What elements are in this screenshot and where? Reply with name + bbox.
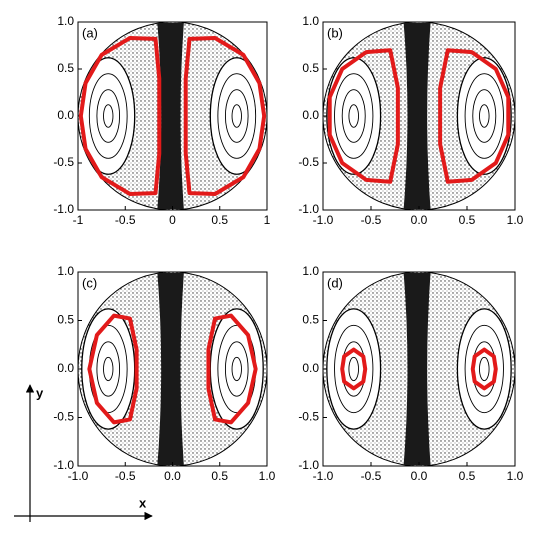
y-tick-label: 0.0 xyxy=(302,361,319,375)
y-tick-label: 1.0 xyxy=(302,264,319,278)
orbit-curve xyxy=(206,313,258,425)
label-bg xyxy=(80,275,100,291)
y-tick-label: -1.0 xyxy=(298,202,319,216)
y-tick-label: -0.5 xyxy=(298,410,319,424)
x-tick-label: 0 xyxy=(169,213,176,227)
x-tick-label: 1.0 xyxy=(259,469,276,483)
x-indicator-label: x xyxy=(139,495,147,510)
y-indicator-label: y xyxy=(36,385,44,400)
torus xyxy=(334,73,374,159)
panel-label: (a) xyxy=(82,25,98,40)
torus xyxy=(348,104,359,128)
torus xyxy=(464,324,504,414)
axis-indicator: y x xyxy=(14,384,153,522)
orbit-curve xyxy=(340,347,368,391)
x-tick-label: 1.0 xyxy=(507,469,524,483)
x-tick-label: -1 xyxy=(73,213,84,227)
chaotic-band xyxy=(157,273,184,465)
x-tick-label: -0.5 xyxy=(115,469,136,483)
x-tick-label: 1 xyxy=(264,213,271,227)
y-tick-label: -0.5 xyxy=(53,155,74,169)
torus xyxy=(464,73,504,159)
y-tick-label: -1.0 xyxy=(298,458,319,472)
x-tick-label: -1.0 xyxy=(313,213,334,227)
chaotic-band xyxy=(403,273,431,465)
panel: -1.0 -0.5 0.0 0.5 1.0 -1.0 -0.5 0.0 0.5 1.0 (b) xyxy=(298,14,523,227)
x-tick-label: -1.0 xyxy=(68,469,89,483)
y-tick-label: 0.5 xyxy=(302,313,319,327)
chaotic-band xyxy=(157,23,184,209)
y-tick-label: -1.0 xyxy=(53,202,74,216)
y-tick-label: 0.5 xyxy=(57,313,74,327)
orbit-curve xyxy=(183,35,267,197)
panel-label: (d) xyxy=(327,275,343,290)
x-tick-label: 0.5 xyxy=(211,469,228,483)
y-tick-label: 1.0 xyxy=(302,14,319,28)
torus xyxy=(348,356,359,382)
orbit-curve xyxy=(470,347,498,391)
torus xyxy=(224,341,249,397)
torus xyxy=(472,89,497,143)
torus xyxy=(334,324,374,414)
x-tick-label: -0.5 xyxy=(361,469,382,483)
x-tick-label: -1.0 xyxy=(313,469,334,483)
orbit-curve xyxy=(87,313,139,425)
x-tick-label: 1.0 xyxy=(507,213,524,227)
torus xyxy=(103,356,114,382)
torus xyxy=(341,89,366,143)
x-tick-label: 0.5 xyxy=(459,469,476,483)
torus xyxy=(224,89,249,143)
y-tick-label: 1.0 xyxy=(57,14,74,28)
x-tick-label: -0.5 xyxy=(115,213,136,227)
x-tick-label: 0.5 xyxy=(459,213,476,227)
torus xyxy=(479,356,490,382)
x-tick-label: 0.0 xyxy=(411,469,428,483)
torus xyxy=(479,104,490,128)
panel: -1.0 -0.5 0.0 0.5 1.0 -1.0 -0.5 0.0 0.5 1.0 (d) xyxy=(298,264,523,483)
orbit-curve xyxy=(327,48,400,184)
x-tick-label: 0.5 xyxy=(211,213,228,227)
torus xyxy=(96,341,121,397)
orbit-curve xyxy=(78,35,162,197)
panel: -1 -0.5 0 0.5 1 -1.0 -0.5 0.0 0.5 1.0 (a) xyxy=(53,14,270,227)
torus xyxy=(103,104,114,128)
torus xyxy=(88,73,128,159)
label-bg xyxy=(325,275,345,291)
y-tick-label: 1.0 xyxy=(57,264,74,278)
torus xyxy=(231,104,242,128)
panel-label: (c) xyxy=(82,275,97,290)
x-tick-label: 0.0 xyxy=(411,213,428,227)
y-tick-label: -0.5 xyxy=(53,410,74,424)
label-bg xyxy=(325,25,345,41)
y-tick-label: 0.0 xyxy=(302,108,319,122)
y-tick-label: 0.0 xyxy=(57,108,74,122)
y-tick-label: -1.0 xyxy=(53,458,74,472)
chaotic-band xyxy=(403,23,431,209)
panel: -1.0 -0.5 0.0 0.5 1.0 -1.0 -0.5 0.0 0.5 1.0 (c) xyxy=(53,264,275,483)
y-tick-label: 0.5 xyxy=(57,61,74,75)
y-tick-label: 0.0 xyxy=(57,361,74,375)
torus xyxy=(217,73,257,159)
panel-label: (b) xyxy=(327,25,343,40)
label-bg xyxy=(80,25,100,41)
x-tick-label: -0.5 xyxy=(361,213,382,227)
x-tick-label: 0.0 xyxy=(164,469,181,483)
torus xyxy=(96,89,121,143)
orbit-curve xyxy=(438,48,511,184)
torus xyxy=(231,356,242,382)
y-tick-label: -0.5 xyxy=(298,155,319,169)
y-tick-label: 0.5 xyxy=(302,61,319,75)
